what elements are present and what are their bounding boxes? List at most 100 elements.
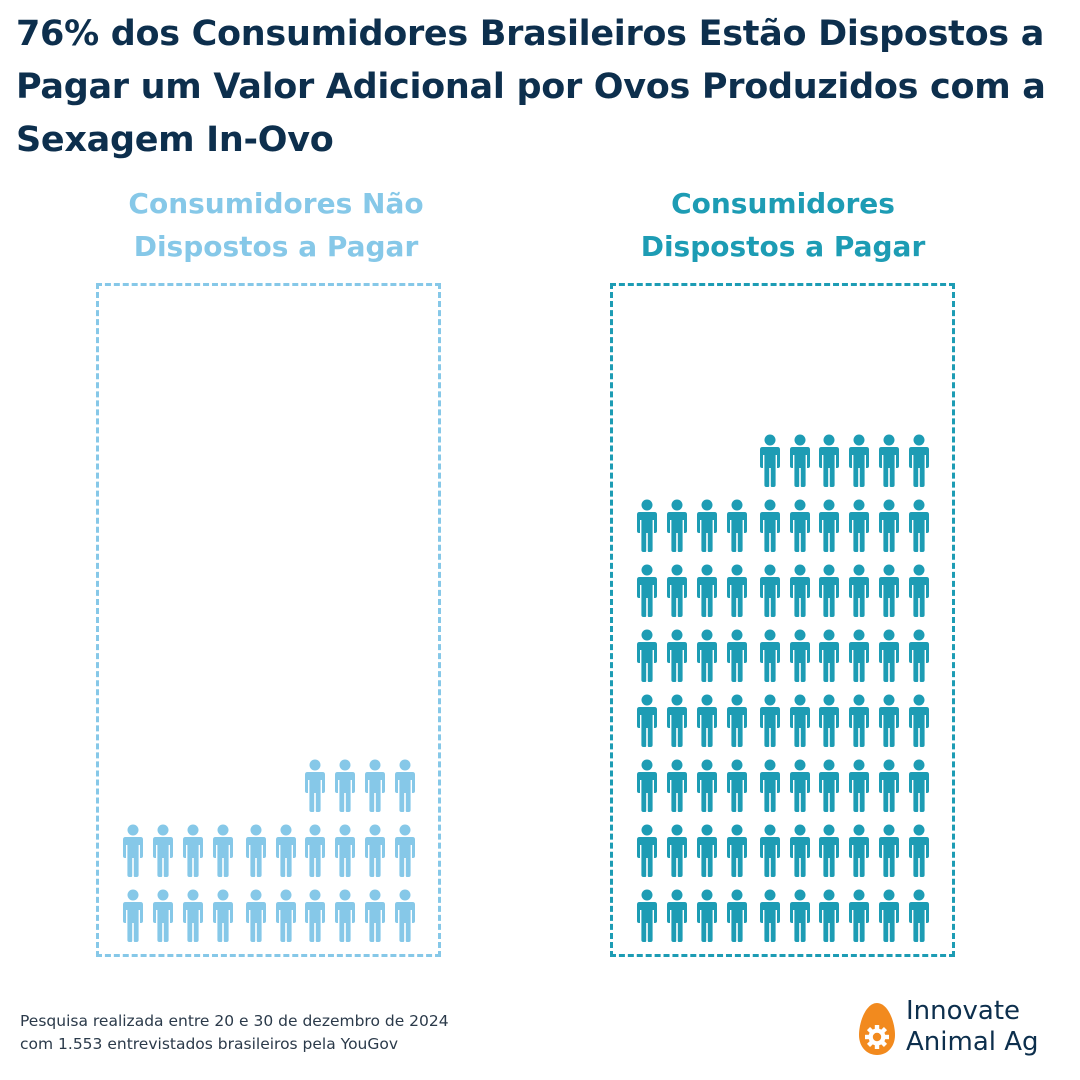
footnote-line-1: Pesquisa realizada entre 20 e 30 de deze… bbox=[20, 1012, 449, 1030]
person-icon bbox=[183, 824, 203, 877]
person-icon bbox=[727, 499, 747, 552]
person-icon bbox=[819, 564, 839, 617]
person-icon bbox=[819, 889, 839, 942]
person-icon bbox=[879, 434, 899, 487]
person-icon bbox=[697, 499, 717, 552]
person-icon bbox=[879, 694, 899, 747]
person-icon bbox=[637, 629, 657, 682]
person-icon bbox=[365, 889, 385, 942]
person-icon bbox=[909, 564, 929, 617]
not-willing-frame bbox=[96, 283, 441, 957]
person-icon bbox=[697, 694, 717, 747]
person-icon bbox=[790, 759, 810, 812]
person-icon bbox=[819, 629, 839, 682]
person-icon bbox=[909, 824, 929, 877]
person-icon bbox=[760, 694, 780, 747]
label-willing: Consumidores Dispostos a Pagar bbox=[583, 182, 983, 268]
person-icon bbox=[849, 499, 869, 552]
person-icon bbox=[760, 889, 780, 942]
label-not-willing-line-1: Consumidores Não bbox=[128, 187, 424, 220]
pictogram-group-not-willing bbox=[123, 759, 415, 942]
person-icon bbox=[849, 564, 869, 617]
person-icon bbox=[395, 824, 415, 877]
person-icon bbox=[790, 499, 810, 552]
person-icon bbox=[183, 889, 203, 942]
person-icon bbox=[819, 499, 839, 552]
person-icon bbox=[727, 759, 747, 812]
person-icon bbox=[727, 824, 747, 877]
pictogram-group-willing bbox=[637, 434, 929, 942]
person-icon bbox=[697, 564, 717, 617]
person-icon bbox=[760, 564, 780, 617]
person-icon bbox=[153, 824, 173, 877]
person-icon bbox=[697, 629, 717, 682]
person-icon bbox=[760, 759, 780, 812]
egg-gear-icon bbox=[859, 1003, 895, 1055]
footnote-line-2: com 1.553 entrevistados brasileiros pela… bbox=[20, 1035, 399, 1053]
person-icon bbox=[213, 889, 233, 942]
person-icon bbox=[667, 824, 687, 877]
person-icon bbox=[819, 694, 839, 747]
person-icon bbox=[819, 824, 839, 877]
person-icon bbox=[637, 824, 657, 877]
person-icon bbox=[246, 824, 266, 877]
person-icon bbox=[909, 694, 929, 747]
person-icon bbox=[335, 824, 355, 877]
person-icon bbox=[790, 434, 810, 487]
person-icon bbox=[909, 889, 929, 942]
person-icon bbox=[909, 434, 929, 487]
person-icon bbox=[819, 434, 839, 487]
person-icon bbox=[276, 889, 296, 942]
person-icon bbox=[790, 694, 810, 747]
label-willing-line-2: Dispostos a Pagar bbox=[640, 230, 926, 263]
person-icon bbox=[909, 759, 929, 812]
label-not-willing-line-2: Dispostos a Pagar bbox=[133, 230, 419, 263]
person-icon bbox=[637, 564, 657, 617]
person-icon bbox=[637, 759, 657, 812]
person-icon bbox=[760, 824, 780, 877]
person-icon bbox=[727, 694, 747, 747]
person-icon bbox=[879, 889, 899, 942]
person-icon bbox=[879, 629, 899, 682]
person-icon bbox=[123, 889, 143, 942]
person-icon bbox=[790, 824, 810, 877]
person-icon bbox=[849, 629, 869, 682]
person-icon bbox=[849, 889, 869, 942]
label-not-willing: Consumidores Não Dispostos a Pagar bbox=[76, 182, 476, 268]
willing-frame bbox=[610, 283, 955, 957]
person-icon bbox=[246, 889, 266, 942]
person-icon bbox=[849, 434, 869, 487]
person-icon bbox=[727, 629, 747, 682]
person-icon bbox=[667, 759, 687, 812]
person-icon bbox=[727, 564, 747, 617]
person-icon bbox=[637, 499, 657, 552]
person-icon bbox=[335, 759, 355, 812]
person-icon bbox=[760, 434, 780, 487]
logo-line-2: Animal Ag bbox=[906, 1027, 1039, 1057]
person-icon bbox=[305, 824, 325, 877]
person-icon bbox=[305, 889, 325, 942]
person-icon bbox=[849, 694, 869, 747]
person-icon bbox=[667, 694, 687, 747]
person-icon bbox=[335, 889, 355, 942]
person-icon bbox=[697, 759, 717, 812]
person-icon bbox=[365, 824, 385, 877]
person-icon bbox=[697, 824, 717, 877]
person-icon bbox=[395, 759, 415, 812]
person-icon bbox=[667, 629, 687, 682]
person-icon bbox=[637, 694, 657, 747]
person-icon bbox=[667, 499, 687, 552]
person-icon bbox=[123, 824, 143, 877]
logo-text: Innovate Animal Ag bbox=[906, 996, 1039, 1058]
person-icon bbox=[153, 889, 173, 942]
footnote: Pesquisa realizada entre 20 e 30 de deze… bbox=[20, 1010, 560, 1056]
person-icon bbox=[790, 564, 810, 617]
person-icon bbox=[637, 889, 657, 942]
person-icon bbox=[879, 499, 899, 552]
label-willing-line-1: Consumidores bbox=[671, 187, 895, 220]
person-icon bbox=[365, 759, 385, 812]
person-icon bbox=[909, 629, 929, 682]
person-icon bbox=[760, 629, 780, 682]
chart-title: 76% dos Consumidores Brasileiros Estão D… bbox=[16, 14, 1046, 160]
